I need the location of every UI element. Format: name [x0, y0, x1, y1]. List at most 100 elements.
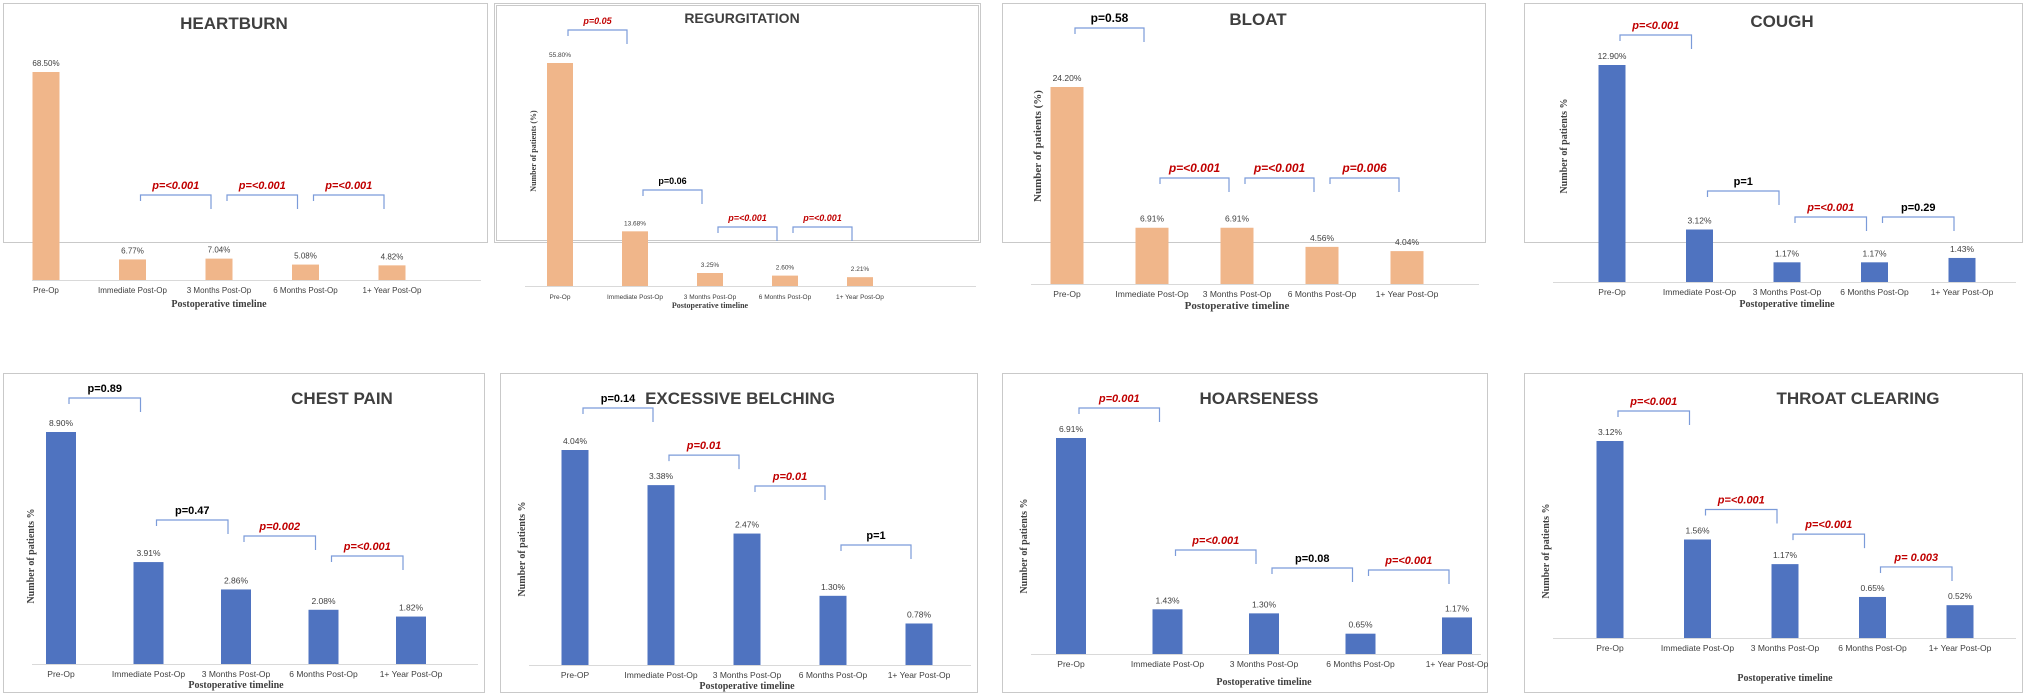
data-label: 1.30%: [1252, 599, 1277, 609]
bar: [819, 595, 847, 665]
data-label: 1.17%: [1775, 248, 1800, 258]
chart-svg: HEARTBURNNumber of patients %68.50%Pre-O…: [32, 14, 481, 310]
chart-title: HEARTBURN: [180, 14, 288, 33]
bar: [733, 533, 761, 665]
p-value-label: p=<0.001: [1384, 555, 1432, 567]
x-tick-label: 1+ Year Post-Op: [836, 294, 884, 301]
p-value-label: p=<0.001: [1253, 161, 1306, 175]
p-value-label: p=0.08: [1295, 553, 1330, 565]
significance-bracket: [567, 29, 628, 44]
significance-bracket: [717, 226, 778, 241]
chart-panel-cough: COUGH Number of patients % 12.90% Pre-Op 3.1…: [1524, 3, 2023, 310]
bar: [847, 277, 873, 286]
bar: [905, 623, 933, 665]
data-label: 6.91%: [1225, 214, 1250, 224]
significance-bracket: [1792, 533, 1866, 549]
significance-bracket: [1074, 27, 1145, 42]
p-value-label: p=1: [1734, 176, 1753, 188]
data-label: 3.25%: [701, 262, 720, 269]
bar: [396, 616, 426, 664]
bar: [1345, 633, 1376, 654]
data-label: 6.91%: [1140, 214, 1165, 224]
data-label: 2.60%: [776, 265, 795, 272]
data-label: 0.78%: [907, 609, 932, 619]
data-label: 12.90%: [1598, 51, 1627, 61]
data-label: 6.77%: [121, 246, 144, 255]
p-value-label: p= 0.003: [1893, 552, 1938, 564]
y-axis-label: Number of patients %: [517, 501, 528, 596]
p-value-label: p=0.29: [1901, 202, 1936, 214]
y-axis-label: Number of patients (%): [1032, 90, 1044, 202]
x-tick-label: 6 Months Post-Op: [799, 670, 868, 680]
bar: [1686, 229, 1713, 282]
x-tick-label: Immediate Post-Op: [98, 286, 167, 295]
significance-bracket: [1244, 177, 1315, 192]
x-tick-label: Pre-Op: [1053, 289, 1081, 299]
bar: [1135, 227, 1169, 284]
bar: [1773, 262, 1801, 282]
bar: [1220, 227, 1254, 284]
significance-bracket: [139, 194, 212, 209]
x-tick-label: 6 Months Post-Op: [1840, 287, 1909, 297]
significance-bracket: [226, 194, 299, 209]
data-label: 3.12%: [1687, 216, 1712, 226]
chart-panel-hoarseness: HOARSENESS Number of patients % 6.91% Pre-O…: [1002, 373, 1489, 693]
p-value-label: p=<0.001: [343, 541, 391, 553]
data-label: 1.43%: [1155, 595, 1180, 605]
chart-panel-regurgitation: REGURGITATION Number of patients (%) 55.80…: [494, 3, 981, 310]
data-label: 2.47%: [735, 520, 760, 530]
chart-svg: HOARSENESS Number of patients % 6.91% Pre-O…: [1019, 389, 1489, 688]
bar: [1152, 609, 1183, 654]
chart-panel-bloat: BLOAT Number of patients (%) 24.20% Pre-Op 6…: [1002, 3, 1486, 312]
data-label: 0.65%: [1348, 620, 1373, 630]
p-value-label: p=<0.001: [1804, 519, 1852, 531]
x-tick-label: Immediate Post-Op: [1115, 289, 1188, 299]
significance-bracket: [840, 544, 912, 559]
y-axis-label: Number of patients (%): [529, 110, 538, 192]
p-value-label: p=0.14: [601, 393, 636, 405]
bar: [1050, 87, 1084, 284]
x-tick-label: 3 Months Post-Op: [684, 294, 737, 301]
x-tick-label: 6 Months Post-Op: [273, 286, 338, 295]
significance-bracket: [1881, 216, 1955, 231]
x-tick-label: 1+ Year Post-Op: [363, 286, 422, 295]
significance-bracket: [792, 226, 853, 241]
bar: [1390, 251, 1424, 284]
bar: [1596, 441, 1624, 638]
chart-title: THROAT CLEARING: [1776, 389, 1939, 408]
bar: [205, 258, 233, 280]
significance-bracket: [1367, 569, 1450, 584]
chart-svg: BLOAT Number of patients (%) 24.20% Pre-Op 6…: [1031, 10, 1479, 312]
bar: [561, 450, 589, 665]
x-tick-label: 1+ Year Post-Op: [380, 669, 443, 679]
x-axis-label: Postoperative timeline: [1216, 677, 1312, 688]
chart-title: REGURGITATION: [684, 10, 799, 26]
x-tick-label: 6 Months Post-Op: [1326, 659, 1395, 669]
significance-bracket: [312, 194, 385, 209]
data-label: 8.90%: [49, 418, 74, 428]
significance-bracket: [1271, 567, 1354, 582]
p-value-label: p=0.002: [258, 521, 300, 533]
bar: [772, 275, 798, 286]
chart-panel-chest-pain: CHEST PAIN Number of patients % 8.90% Pre-O…: [3, 373, 485, 693]
x-tick-label: 1+ Year Post-Op: [1376, 289, 1439, 299]
bar: [1056, 438, 1086, 654]
data-label: 1.17%: [1445, 603, 1470, 613]
data-label: 4.04%: [563, 436, 588, 446]
data-label: 2.08%: [311, 596, 336, 606]
chart-title: COUGH: [1750, 12, 1813, 31]
bar: [221, 589, 251, 664]
data-label: 5.08%: [294, 252, 317, 261]
data-label: 2.86%: [224, 575, 249, 585]
x-tick-label: 6 Months Post-Op: [289, 669, 358, 679]
bar: [292, 264, 319, 280]
p-value-label: p=<0.001: [1168, 161, 1221, 175]
bar: [647, 485, 675, 665]
x-axis-label: Postoperative timeline: [1737, 673, 1833, 684]
bar: [1771, 564, 1799, 638]
x-tick-label: Pre-Op: [550, 294, 571, 301]
chart-panel-heartburn: HEARTBURNNumber of patients %68.50%Pre-O…: [3, 3, 488, 310]
x-tick-label: 3 Months Post-Op: [202, 669, 271, 679]
p-value-label: p=0.89: [87, 383, 122, 395]
significance-bracket: [68, 397, 142, 412]
